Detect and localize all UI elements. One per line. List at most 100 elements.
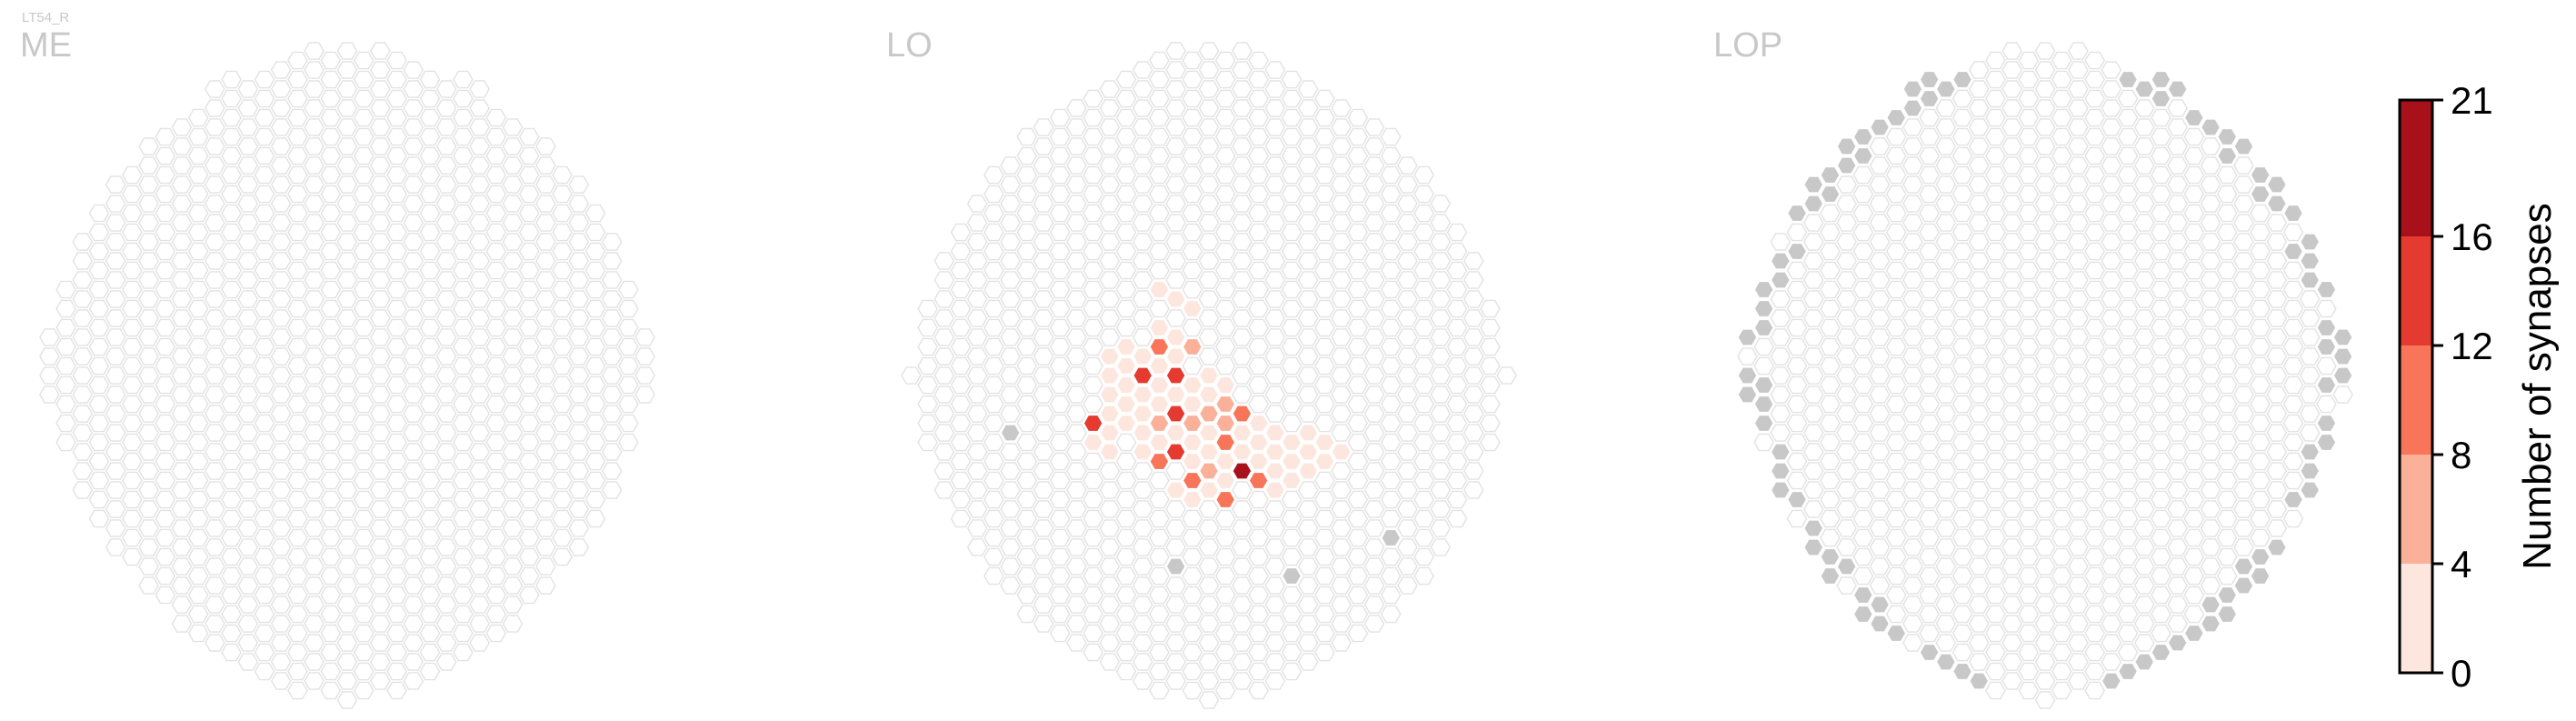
hex-cell (1281, 356, 1303, 376)
hex-cell-data (1083, 433, 1103, 452)
hex-cell (2282, 318, 2304, 337)
hex-cell (1214, 547, 1236, 566)
hex-cell (1049, 318, 1071, 337)
hex-cell (320, 261, 342, 280)
hex-cell (1214, 70, 1236, 89)
hex-cell (1115, 566, 1137, 586)
hex-cell (1214, 51, 1236, 70)
hex-cell (469, 195, 490, 213)
hex-cell (2051, 280, 2072, 299)
hex-cell (1033, 195, 1054, 213)
hex-cell (320, 433, 342, 452)
hex-cell (917, 318, 938, 337)
hex-cell (1952, 108, 1973, 127)
hex-cell-outside (1380, 528, 1402, 547)
hex-cell (2216, 356, 2238, 376)
hex-cell (254, 318, 275, 337)
hex-cell (1248, 376, 1269, 395)
hex-cell (419, 204, 441, 223)
hex-cell (155, 547, 176, 566)
hex-cell (2183, 204, 2205, 223)
hex-cell (287, 299, 308, 318)
hex-cell (1264, 328, 1286, 346)
hex-cell-outside (2133, 653, 2155, 671)
hex-cell (518, 395, 540, 414)
hex-cell (270, 672, 292, 690)
hex-cell (1149, 127, 1170, 146)
hex-cell-outside (2266, 175, 2288, 194)
hex-cell (353, 70, 374, 89)
hex-cell (1331, 309, 1352, 327)
hex-cell (1232, 271, 1253, 289)
hex-cell (1182, 318, 1203, 337)
hex-cell (1149, 108, 1170, 127)
hex-cell (966, 328, 988, 346)
hex-cell (320, 376, 342, 395)
hex-cell (983, 433, 1004, 452)
hex-cell (1363, 405, 1385, 423)
hex-cell (2034, 195, 2056, 213)
hex-cell (403, 118, 424, 136)
hex-cell (518, 528, 540, 547)
hex-cell (419, 528, 441, 547)
hex-cell (287, 108, 308, 127)
hex-cell (1132, 80, 1153, 98)
hex-cell (1297, 596, 1319, 614)
hex-cell (1802, 481, 1824, 499)
hex-cell (270, 500, 292, 518)
hex-cell (403, 99, 424, 117)
hex-cell (1214, 605, 1236, 624)
hex-cell (1463, 328, 1484, 346)
hex-cell (221, 528, 242, 547)
hex-cell (1820, 414, 1841, 433)
hex-cell (122, 242, 143, 261)
hex-cell (270, 195, 292, 213)
hex-cell (618, 299, 639, 318)
hex-cell (435, 596, 457, 614)
hex-cell (568, 405, 590, 423)
hex-cell (1099, 309, 1121, 327)
hex-cell (2266, 347, 2288, 366)
hex-cell (552, 223, 573, 242)
hex-cell-data (1297, 462, 1319, 480)
hex-cell (1869, 386, 1891, 404)
hex-cell (518, 433, 540, 452)
hex-cell (502, 557, 524, 576)
hex-cell (1935, 405, 1957, 423)
hex-cell (1182, 165, 1203, 185)
hex-cell (122, 299, 143, 318)
hex-cell (469, 156, 490, 175)
hex-cell (386, 681, 407, 700)
hex-cell (983, 337, 1004, 356)
hex-cell (221, 624, 242, 643)
hex-cell (983, 318, 1004, 337)
hex-cell (2151, 165, 2172, 185)
hex-cell (254, 261, 275, 280)
hex-cell (1985, 280, 2006, 299)
hex-cell (2002, 653, 2022, 671)
hex-cell (2216, 414, 2238, 433)
hex-cell (983, 528, 1004, 547)
hex-cell (304, 405, 324, 423)
hex-cell (1149, 165, 1170, 185)
hex-cell (502, 137, 524, 155)
hex-cell (1248, 299, 1269, 318)
hex-cell (2151, 299, 2172, 318)
hex-cell (270, 347, 292, 366)
hex-cell (2051, 165, 2072, 185)
hex-cell (386, 108, 407, 127)
hex-cell (1099, 271, 1121, 289)
hex-cell (237, 443, 259, 461)
hex-cell (2216, 433, 2238, 452)
hex-cell (370, 386, 391, 404)
hex-cell (2084, 395, 2105, 414)
hex-cell (1380, 414, 1402, 433)
hex-cell (2018, 547, 2040, 566)
hex-cell (2034, 80, 2056, 98)
hex-cell (568, 519, 590, 537)
hex-cell (1132, 252, 1153, 270)
hex-cell (304, 576, 324, 595)
hex-cell (1397, 519, 1418, 537)
hex-cell (435, 156, 457, 175)
hex-cell (1132, 615, 1153, 633)
